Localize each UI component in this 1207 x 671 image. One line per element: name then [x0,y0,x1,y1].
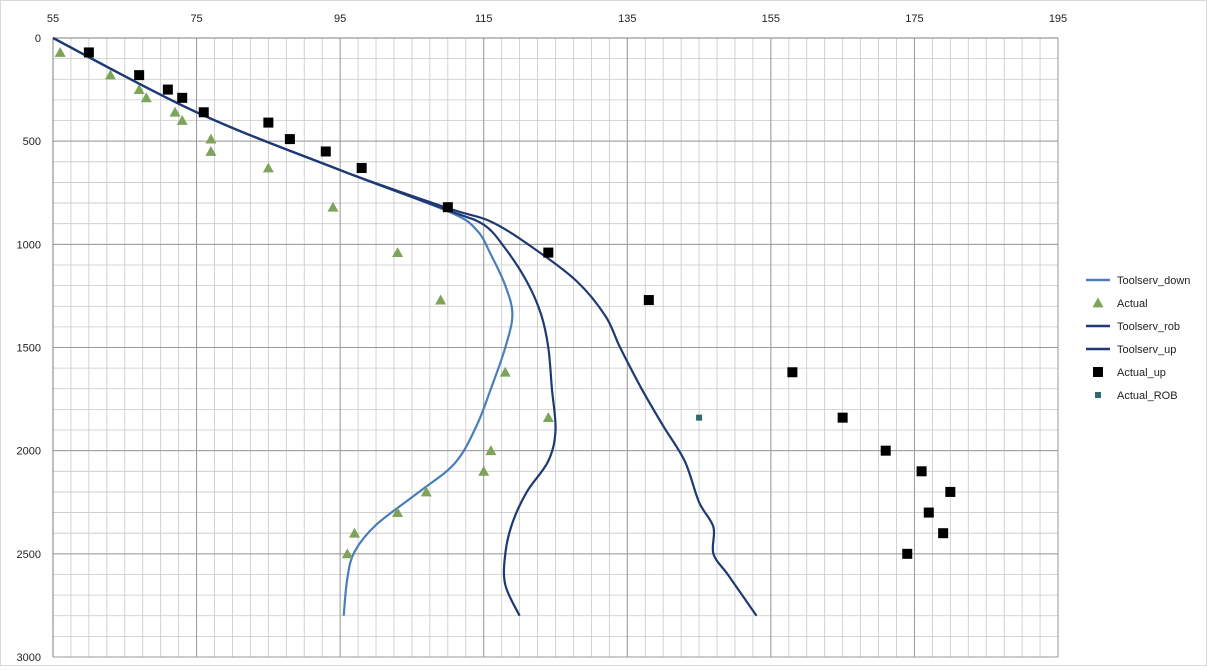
x-tick-label: 135 [618,13,636,25]
x-tick-label: 115 [475,13,493,25]
legend-swatch [1093,367,1103,377]
data-point [420,486,432,497]
legend: Toolserv_down Actual Toolserv_rob Toolserv_… [1086,275,1190,402]
data-point [198,107,209,118]
data-point [945,486,956,497]
data-point [923,507,934,518]
series-toolserv-up [52,37,758,617]
data-point [392,247,404,257]
data-point [162,84,173,95]
data-point [205,145,217,156]
data-point [320,146,331,157]
data-point [499,366,511,377]
y-tick-label: 2500 [17,549,41,561]
legend-label: Toolserv_down [1117,275,1190,287]
plot-area [52,37,956,617]
data-point [543,247,554,258]
data-point [284,134,295,145]
data-point [177,92,188,103]
legend-label: Toolserv_rob [1117,321,1180,333]
legend-item: Toolserv_rob [1086,321,1180,333]
data-point [176,115,188,125]
data-point [787,367,798,378]
data-point [880,445,891,456]
series-line [52,37,758,617]
series-actual-rob [696,414,703,421]
data-point [140,92,152,103]
gridlines [52,37,1059,658]
data-point [134,70,145,81]
data-point [262,162,274,173]
x-tick-label: 95 [334,13,346,25]
data-point [169,106,181,117]
data-point [133,84,145,94]
data-point [938,528,949,539]
data-point [349,527,360,538]
data-point [485,445,497,456]
data-point [263,117,274,128]
legend-swatch [1095,392,1101,398]
legend-label: Actual [1117,298,1148,310]
data-point [435,294,447,305]
legend-label: Toolserv_up [1117,344,1176,356]
legend-item: Actual_up [1093,367,1166,379]
x-tick-label: 175 [905,13,923,25]
x-tick-label: 75 [190,13,202,25]
data-point [83,47,94,58]
legend-swatch [1092,297,1104,308]
data-point [643,295,654,306]
x-tick-label: 55 [47,13,59,25]
data-point [696,414,703,421]
data-point [392,507,404,517]
y-tick-label: 2000 [17,446,41,458]
series-actual-up [83,47,956,559]
y-tick-label: 1500 [17,343,41,355]
y-tick-label: 500 [23,136,41,148]
data-point [902,548,913,559]
data-point [341,548,353,559]
x-tick-label: 155 [762,13,780,25]
axes: 55 75 95 115 135 155 175 195 0 500 1000 1500 2000 250… [17,13,1068,664]
legend-label: Actual_ROB [1117,390,1178,402]
data-point [916,466,927,477]
y-tick-label: 3000 [17,652,41,664]
data-point [542,412,554,423]
y-tick-label: 0 [35,33,41,45]
legend-item: Actual_ROB [1095,390,1178,402]
data-point [327,201,339,212]
data-point [478,465,490,476]
data-point [104,69,116,80]
data-point [442,202,453,213]
data-point [54,46,66,57]
y-tick-label: 1000 [17,239,41,251]
data-point [205,133,217,144]
legend-item: Toolserv_up [1086,344,1176,356]
legend-item: Toolserv_down [1086,275,1190,287]
x-tick-label: 195 [1049,13,1067,25]
data-point [837,412,848,423]
legend-item: Actual [1092,297,1148,310]
series-actual [54,46,554,559]
data-point [356,162,367,173]
legend-label: Actual_up [1117,367,1166,379]
